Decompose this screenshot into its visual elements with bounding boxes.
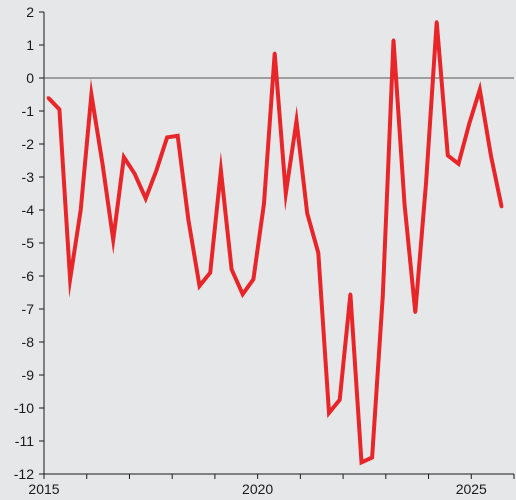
data-point: [456, 162, 461, 166]
data-point: [305, 211, 309, 215]
data-point: [229, 267, 234, 271]
data-point: [381, 294, 385, 298]
data-point: [273, 51, 277, 55]
data-point: [57, 107, 61, 111]
data-point: [338, 398, 342, 402]
y-tick-label: -10: [14, 400, 34, 416]
data-point: [413, 310, 417, 314]
x-tick-labels: 2015 2020 2025: [28, 481, 487, 497]
y-tick-labels: 2 1 0 -1 -2 -3 -4 -5 -6 -7 -8 -9 -10 -11 -12: [14, 4, 34, 482]
y-tick-label: -9: [22, 367, 35, 383]
data-point: [262, 201, 266, 205]
data-point: [68, 277, 72, 281]
x-tick-label: 2025: [456, 481, 487, 497]
y-tick-label: 2: [26, 4, 34, 20]
y-tick-label: 1: [26, 37, 34, 53]
data-point: [294, 119, 299, 123]
data-point: [144, 196, 148, 201]
data-point: [186, 218, 191, 222]
data-point: [370, 455, 374, 460]
data-point: [403, 203, 407, 207]
data-point: [208, 271, 212, 275]
data-point: [176, 134, 180, 138]
data-point: [327, 411, 331, 415]
y-tick-label: -7: [22, 301, 35, 317]
data-point: [435, 20, 439, 24]
data-point: [122, 155, 126, 159]
axes: [39, 11, 515, 479]
data-point: [489, 153, 493, 158]
data-point: [219, 168, 223, 172]
data-point: [100, 162, 105, 166]
y-tick-label: 0: [26, 70, 34, 86]
series-line: [46, 21, 504, 466]
data-point: [391, 38, 396, 42]
data-point: [446, 153, 450, 158]
data-point: [467, 122, 471, 126]
data-point: [89, 92, 94, 97]
data-point: [284, 191, 288, 196]
data-point: [359, 460, 364, 465]
y-tick-label: -6: [22, 268, 35, 284]
data-point: [197, 284, 202, 288]
data-point: [165, 135, 169, 139]
data-point: [500, 205, 504, 209]
y-tick-label: -8: [22, 334, 35, 350]
y-tick-label: -12: [14, 466, 34, 482]
data-point: [424, 182, 428, 186]
data-point: [111, 238, 115, 242]
data-point: [154, 168, 158, 172]
y-tick-label: -11: [15, 433, 34, 449]
data-point: [348, 292, 352, 296]
data-point: [251, 277, 255, 281]
data-point: [316, 251, 320, 255]
data-point: [478, 87, 482, 92]
data-point: [79, 208, 83, 212]
y-tick-label: -5: [22, 235, 35, 251]
series-layer: [46, 20, 504, 466]
y-tick-label: -1: [22, 103, 35, 119]
data-point: [46, 96, 50, 100]
y-tick-label: -3: [22, 169, 35, 185]
x-tick-label: 2020: [242, 481, 273, 497]
data-point: [132, 172, 137, 176]
y-tick-label: -2: [22, 136, 35, 152]
x-tick-label: 2015: [28, 481, 59, 497]
data-point: [241, 292, 245, 296]
y-tick-label: -4: [22, 202, 35, 218]
